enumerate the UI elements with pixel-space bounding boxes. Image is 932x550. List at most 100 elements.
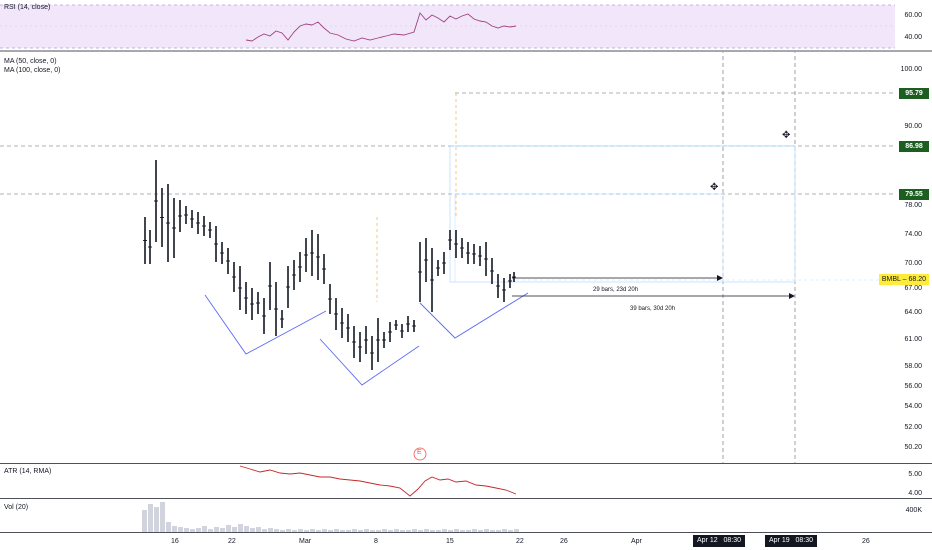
atr-pane: ATR (14, RMA) 5.00 4.00: [0, 463, 932, 499]
last-price-tag: BMBL – 68.20: [878, 274, 929, 285]
last-price-separator: –: [902, 276, 907, 283]
rsi-axis-label: 60.00: [904, 12, 922, 19]
rsi-line: [245, 12, 517, 42]
volume-bar: [448, 530, 453, 532]
time-axis-label: 8: [374, 538, 378, 545]
volume-bar: [190, 529, 195, 532]
volume-bar: [496, 530, 501, 532]
symbol-name: BMBL: [881, 276, 901, 283]
move-cross-icon[interactable]: ✥: [782, 130, 791, 141]
volume-bar: [478, 530, 483, 532]
price-axis-label: 100.00: [900, 66, 922, 73]
atr-axis-label: 4.00: [908, 490, 922, 497]
atr-chart: [0, 463, 932, 499]
price-pane: MA (50, close, 0) MA (100, close, 0) 29 …: [0, 52, 932, 463]
volume-bar: [298, 529, 303, 532]
volume-bar: [160, 502, 165, 532]
ohlc-bars: [143, 160, 516, 370]
volume-bar: [262, 529, 267, 532]
measure-label-1: 29 bars, 23d 20h: [593, 287, 639, 293]
volume-bar: [334, 529, 339, 532]
volume-bar: [142, 510, 147, 532]
volume-bar: [226, 525, 231, 532]
atr-label: ATR (14, RMA): [4, 468, 52, 475]
volume-bar: [256, 527, 261, 532]
price-axis-label: 78.00: [904, 202, 922, 209]
volume-bar: [364, 529, 369, 532]
price-axis-label: 58.00: [904, 363, 922, 370]
volume-bar: [424, 529, 429, 532]
price-axis-label: 56.00: [904, 383, 922, 390]
atr-axis-label: 5.00: [908, 471, 922, 478]
volume-bar: [466, 530, 471, 532]
volume-bar: [148, 504, 153, 532]
move-cross-icon[interactable]: ✥: [710, 182, 719, 193]
time-axis-label: 26: [862, 538, 870, 545]
volume-bar: [340, 530, 345, 532]
volume-bar: [346, 530, 351, 532]
volume-bar: [460, 530, 465, 532]
time-marker-tag: Apr 19 08:30: [765, 535, 817, 547]
price-axis-label: 54.00: [904, 403, 922, 410]
time-axis-label: 26: [560, 538, 568, 545]
volume-bar: [274, 529, 279, 532]
measure-label-2: 39 bars, 30d 20h: [630, 306, 676, 312]
volume-bar: [268, 528, 273, 532]
volume-bar: [322, 529, 327, 532]
vol-label: Vol (20): [4, 504, 29, 511]
rsi-chart: [0, 4, 932, 52]
volume-bar: [208, 529, 213, 532]
volume-bar: [454, 529, 459, 532]
volume-bar: [220, 528, 225, 532]
volume-bar: [418, 530, 423, 532]
price-axis-label: 64.00: [904, 309, 922, 316]
volume-bar: [280, 530, 285, 532]
target-price-tag: 95.79: [899, 88, 929, 99]
volume-bar: [304, 530, 309, 532]
volume-bar: [400, 530, 405, 532]
volume-bar: [184, 528, 189, 532]
price-axis-label: 61.00: [904, 336, 922, 343]
price-axis-label: 52.00: [904, 424, 922, 431]
volume-bar: [508, 530, 513, 532]
price-axis-label: 74.00: [904, 231, 922, 238]
earnings-badge[interactable]: E: [417, 449, 422, 456]
volume-bar: [214, 527, 219, 532]
volume-bar: [514, 529, 519, 532]
time-axis-label: Apr: [631, 538, 642, 545]
ma-legend: MA (50, close, 0) MA (100, close, 0): [4, 57, 60, 75]
time-axis-label: Mar: [299, 538, 312, 545]
price-axis-label: 70.00: [904, 260, 922, 267]
volume-bar: [388, 530, 393, 532]
volume-bar: [250, 528, 255, 532]
volume-chart: [0, 502, 932, 533]
volume-bar: [370, 530, 375, 532]
time-axis-label: 22: [228, 538, 236, 545]
atr-line: [239, 465, 517, 497]
last-price-value: 68.20: [908, 276, 926, 283]
volume-bar: [406, 530, 411, 532]
rsi-axis-label: 40.00: [904, 34, 922, 41]
price-axis-label: 90.00: [904, 123, 922, 130]
volume-bar: [244, 526, 249, 532]
volume-bar: [490, 530, 495, 532]
volume-bar: [376, 530, 381, 532]
rsi-label: RSI (14, close): [4, 4, 51, 11]
time-axis-label: 15: [446, 538, 454, 545]
volume-bar: [472, 529, 477, 532]
volume-bar: [310, 529, 315, 532]
time-axis-label: 16: [171, 538, 179, 545]
volume-bar: [382, 529, 387, 532]
volume-bars: [142, 502, 519, 532]
volume-bar: [286, 529, 291, 532]
target-price-tag: 79.55: [899, 189, 929, 200]
time-axis-label: 22: [516, 538, 524, 545]
price-axis-label: 50.20: [904, 444, 922, 451]
volume-bar: [238, 524, 243, 532]
price-chart: [0, 52, 895, 463]
vol-axis-label: 400K: [905, 507, 922, 514]
volume-bar: [430, 530, 435, 532]
rsi-pane: RSI (14, close) 60.00 40.00: [0, 0, 932, 52]
volume-pane: Vol (20) 400K: [0, 499, 932, 533]
volume-bar: [484, 529, 489, 532]
